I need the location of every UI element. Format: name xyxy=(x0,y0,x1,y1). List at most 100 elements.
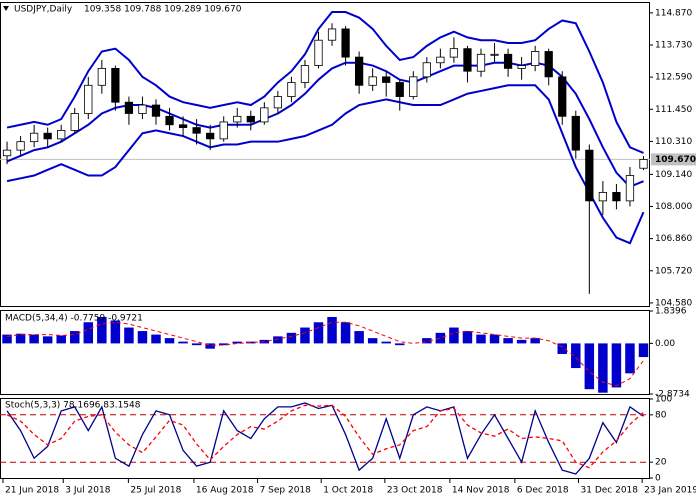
y-tick-label: 20 xyxy=(655,458,667,468)
macd-bar xyxy=(178,341,188,344)
candle-body xyxy=(151,104,161,117)
y-tick-label: 113.730 xyxy=(655,40,692,50)
candle-body xyxy=(598,192,607,202)
candle-body xyxy=(57,130,66,140)
plot-layer: 114.870 113.730 112.590 111.450 110.310 109.1… xyxy=(0,8,696,496)
stoch-panel xyxy=(0,398,650,479)
macd-bar xyxy=(340,322,351,344)
macd-bar xyxy=(286,332,297,344)
x-tick-label: 3 Jul 2018 xyxy=(65,486,110,496)
candle-body xyxy=(436,56,445,64)
stoch-title: Stoch(5,3,3) 78.1696 83.1548 xyxy=(5,401,141,411)
macd-bar xyxy=(205,343,215,349)
candle-body xyxy=(463,48,472,72)
current-price-box xyxy=(651,153,696,166)
macd-bar xyxy=(151,334,161,344)
y-tick-label: 106.860 xyxy=(655,234,692,244)
x-tick-label: 23 Oct 2018 xyxy=(387,486,443,496)
candle-body xyxy=(314,39,323,66)
indicator-line xyxy=(6,321,644,387)
candle-body xyxy=(625,175,635,202)
indicator-line xyxy=(6,84,645,245)
macd-bar xyxy=(218,343,229,346)
y-tick-label: 105.720 xyxy=(655,266,692,276)
macd-bar xyxy=(70,331,80,344)
macd-bar xyxy=(83,322,94,344)
candle-body xyxy=(341,28,350,58)
y-tick-label: 0.00 xyxy=(655,339,675,349)
candle-body xyxy=(2,149,12,157)
macd-bar xyxy=(584,343,595,390)
menu-icon xyxy=(3,6,9,11)
candle-body xyxy=(571,115,580,151)
chart-title: USDJPY,Daily xyxy=(14,5,73,15)
macd-bar xyxy=(29,334,39,344)
macd-bar xyxy=(232,341,242,344)
candle-body xyxy=(476,53,486,72)
candle-body xyxy=(124,101,134,114)
macd-bar xyxy=(327,316,337,344)
candle-body xyxy=(300,65,310,83)
candle-body xyxy=(639,159,648,169)
y-tick-label: 108.000 xyxy=(655,202,692,212)
indicator-line xyxy=(6,402,644,475)
x-tick-label: 31 Dec 2018 xyxy=(581,486,639,496)
candle-body xyxy=(395,82,404,97)
y-tick-label: 104.580 xyxy=(655,298,692,308)
macd-bar xyxy=(164,338,175,344)
candle-body xyxy=(97,67,106,86)
macd-bar xyxy=(2,334,12,344)
macd-bar xyxy=(422,338,432,344)
y-tick-label: 100 xyxy=(655,395,672,405)
indicator-line xyxy=(6,404,644,469)
candle-body xyxy=(327,28,337,41)
candle-body xyxy=(43,132,52,140)
macd-bar xyxy=(638,343,649,358)
candle-body xyxy=(544,51,553,78)
macd-title: MACD(5,34,4) -0.7759 -0.9721 xyxy=(5,314,143,324)
macd-bar xyxy=(191,343,202,346)
macd-bar xyxy=(598,343,608,393)
macd-bar xyxy=(625,343,635,374)
macd-bar xyxy=(300,327,310,344)
macd-bar xyxy=(449,327,459,344)
macd-panel xyxy=(0,310,650,395)
candle-body xyxy=(84,84,93,114)
candle-body xyxy=(287,82,296,97)
y-tick-label: 0 xyxy=(655,474,661,484)
macd-bar xyxy=(137,331,148,344)
y-tick-label: 110.310 xyxy=(655,137,692,147)
candle-body xyxy=(449,48,459,58)
macd-bar xyxy=(15,333,26,344)
candle-body xyxy=(219,121,228,140)
x-tick-label: 6 Dec 2018 xyxy=(517,486,569,496)
macd-bar xyxy=(435,332,446,344)
candle-body xyxy=(30,132,39,143)
y-tick-label: 111.450 xyxy=(655,105,692,115)
candle-body xyxy=(70,113,79,131)
x-tick-label: 23 Jan 2019 xyxy=(644,486,696,496)
candle-body xyxy=(585,149,594,202)
macd-bar xyxy=(97,316,107,344)
y-tick-label: -2.8734 xyxy=(655,390,690,400)
macd-bar xyxy=(476,334,486,344)
candle-body xyxy=(138,104,147,114)
y-tick-label: 80 xyxy=(655,410,667,420)
macd-bar xyxy=(395,343,405,346)
x-tick-label: 16 Aug 2018 xyxy=(196,486,254,496)
y-tick-label: 112.590 xyxy=(655,73,692,83)
candle-body xyxy=(165,115,174,126)
indicator-line xyxy=(6,11,644,154)
candle-body xyxy=(178,124,188,128)
current-price-label: 109.670 xyxy=(655,155,696,165)
x-tick-label: 1 Oct 2018 xyxy=(323,486,373,496)
x-tick-label: 7 Sep 2018 xyxy=(260,486,312,496)
candle-body xyxy=(382,76,391,83)
macd-bar xyxy=(273,336,283,344)
macd-bar xyxy=(489,334,500,344)
candle-body xyxy=(422,62,431,78)
candle-body xyxy=(355,56,364,86)
candle-body xyxy=(503,53,513,69)
macd-bar xyxy=(313,322,324,344)
